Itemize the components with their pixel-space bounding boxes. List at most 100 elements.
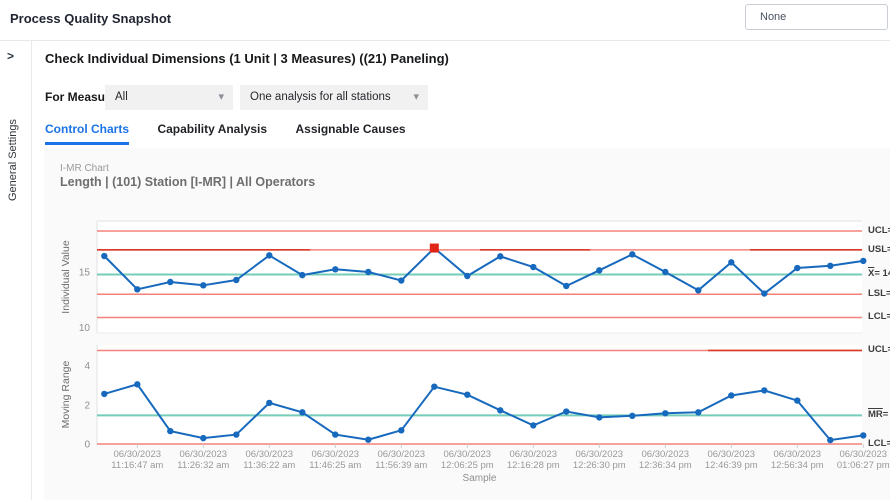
svg-text:06/30/2023: 06/30/2023 xyxy=(114,449,162,460)
svg-text:11:56:39 am: 11:56:39 am xyxy=(375,460,427,471)
svg-text:12:36:34 pm: 12:36:34 pm xyxy=(639,460,692,471)
data-point[interactable] xyxy=(134,286,141,293)
data-point[interactable] xyxy=(167,427,174,435)
data-point[interactable] xyxy=(662,268,669,276)
data-point[interactable] xyxy=(563,408,570,415)
chart-type-label: I-MR Chart xyxy=(60,163,109,174)
data-point[interactable] xyxy=(629,412,636,420)
data-point[interactable] xyxy=(101,390,108,398)
imr-charts-svg: 15 10 Individual Value 4 2 0 Moving Range 06/30… xyxy=(60,220,890,484)
data-point[interactable] xyxy=(497,253,504,260)
data-point[interactable] xyxy=(530,263,537,271)
svg-text:12:56:34 pm: 12:56:34 pm xyxy=(771,460,824,471)
individual-value-chart-series-line xyxy=(103,246,864,295)
svg-text:06/30/2023: 06/30/2023 xyxy=(180,449,228,460)
general-settings-sidebar: > General Settings xyxy=(0,41,32,500)
data-point[interactable] xyxy=(761,290,768,297)
tab-control-charts[interactable]: Control Charts xyxy=(45,122,129,145)
for-measure-label: For Measure: xyxy=(45,90,121,104)
data-point[interactable] xyxy=(332,431,339,438)
measure-dropdown-value: All xyxy=(115,91,128,103)
analysis-dropdown[interactable]: One analysis for all stations ▾ xyxy=(240,85,428,110)
svg-text:06/30/2023: 06/30/2023 xyxy=(444,449,492,460)
data-point[interactable] xyxy=(563,282,570,290)
svg-text:11:26:32 am: 11:26:32 am xyxy=(177,460,229,471)
tab-bar: Control Charts Capability Analysis Assig… xyxy=(45,120,430,145)
svg-text:06/30/2023: 06/30/2023 xyxy=(312,449,360,460)
svg-text:4: 4 xyxy=(84,361,90,372)
svg-text:11:16:47 am: 11:16:47 am xyxy=(111,460,163,471)
analysis-title: Check Individual Dimensions (1 Unit | 3 … xyxy=(45,51,449,66)
data-point[interactable] xyxy=(794,264,801,272)
svg-text:06/30/2023: 06/30/2023 xyxy=(774,449,822,460)
svg-text:12:16:28 pm: 12:16:28 pm xyxy=(507,460,560,471)
data-point[interactable] xyxy=(365,436,372,443)
tab-capability-analysis[interactable]: Capability Analysis xyxy=(157,122,268,136)
data-point[interactable] xyxy=(827,262,834,269)
moving-range-chart-ylabel: Moving Range xyxy=(60,360,72,428)
data-point[interactable] xyxy=(728,392,735,399)
out-of-spec-point[interactable] xyxy=(429,243,439,253)
data-point[interactable] xyxy=(233,276,240,284)
svg-text:0: 0 xyxy=(84,440,90,451)
sidebar-expand-chevron-icon[interactable]: > xyxy=(7,49,15,63)
data-point[interactable] xyxy=(365,268,372,276)
svg-text:06/30/2023: 06/30/2023 xyxy=(510,449,558,460)
chevron-down-icon: ▾ xyxy=(218,91,224,103)
data-point[interactable] xyxy=(464,391,471,398)
top-header-bar: Process Quality Snapshot None xyxy=(0,0,890,41)
svg-text:06/30/2023: 06/30/2023 xyxy=(378,449,426,460)
data-point[interactable] xyxy=(233,431,240,438)
data-point[interactable] xyxy=(794,397,801,404)
data-point[interactable] xyxy=(431,383,438,390)
individual-value-chart-plot-area xyxy=(97,221,862,333)
svg-text:11:46:25 am: 11:46:25 am xyxy=(309,460,361,471)
data-point[interactable] xyxy=(398,277,405,284)
svg-text:06/30/2023: 06/30/2023 xyxy=(246,449,294,460)
chart-title: Length | (101) Station [I-MR] | All Oper… xyxy=(60,175,316,189)
tab-assignable-causes[interactable]: Assignable Causes xyxy=(295,122,406,136)
analysis-dropdown-value: One analysis for all stations xyxy=(250,91,391,103)
data-point[interactable] xyxy=(299,271,306,279)
data-point[interactable] xyxy=(497,407,504,414)
data-point[interactable] xyxy=(167,278,174,286)
moving-range-chart-plot-area xyxy=(97,345,862,444)
data-point[interactable] xyxy=(761,387,768,394)
data-point[interactable] xyxy=(134,381,141,388)
data-point[interactable] xyxy=(200,282,207,289)
svg-text:06/30/2023: 06/30/2023 xyxy=(840,449,888,460)
filter-select-value: None xyxy=(760,11,787,23)
page-title: Process Quality Snapshot xyxy=(10,11,172,26)
data-point[interactable] xyxy=(299,409,306,416)
data-point[interactable] xyxy=(266,252,273,259)
data-point[interactable] xyxy=(695,287,702,294)
data-point[interactable] xyxy=(827,436,834,444)
individual-value-chart-ylabel: Individual Value xyxy=(60,240,72,314)
data-point[interactable] xyxy=(860,257,867,265)
data-point[interactable] xyxy=(266,399,273,407)
data-point[interactable] xyxy=(629,251,636,258)
svg-text:10: 10 xyxy=(79,323,91,334)
measure-dropdown[interactable]: All ▾ xyxy=(105,85,233,110)
data-point[interactable] xyxy=(662,410,669,417)
svg-text:11:36:22 am: 11:36:22 am xyxy=(243,460,295,471)
data-point[interactable] xyxy=(860,432,867,439)
svg-text:06/30/2023: 06/30/2023 xyxy=(576,449,624,460)
svg-text:12:46:39 pm: 12:46:39 pm xyxy=(705,460,758,471)
svg-text:2: 2 xyxy=(84,400,90,411)
data-point[interactable] xyxy=(200,434,207,442)
data-point[interactable] xyxy=(596,414,603,421)
data-point[interactable] xyxy=(728,259,735,266)
data-point[interactable] xyxy=(596,267,603,274)
data-point[interactable] xyxy=(101,252,108,260)
data-point[interactable] xyxy=(332,266,339,273)
filter-select[interactable]: None xyxy=(745,4,888,30)
svg-text:06/30/2023: 06/30/2023 xyxy=(708,449,756,460)
data-point[interactable] xyxy=(695,409,702,416)
data-point[interactable] xyxy=(398,427,405,434)
moving-range-chart-series-line xyxy=(104,383,864,442)
data-point[interactable] xyxy=(530,422,537,429)
svg-text:01:06:27 pm: 01:06:27 pm xyxy=(837,460,890,471)
data-point[interactable] xyxy=(464,272,471,280)
